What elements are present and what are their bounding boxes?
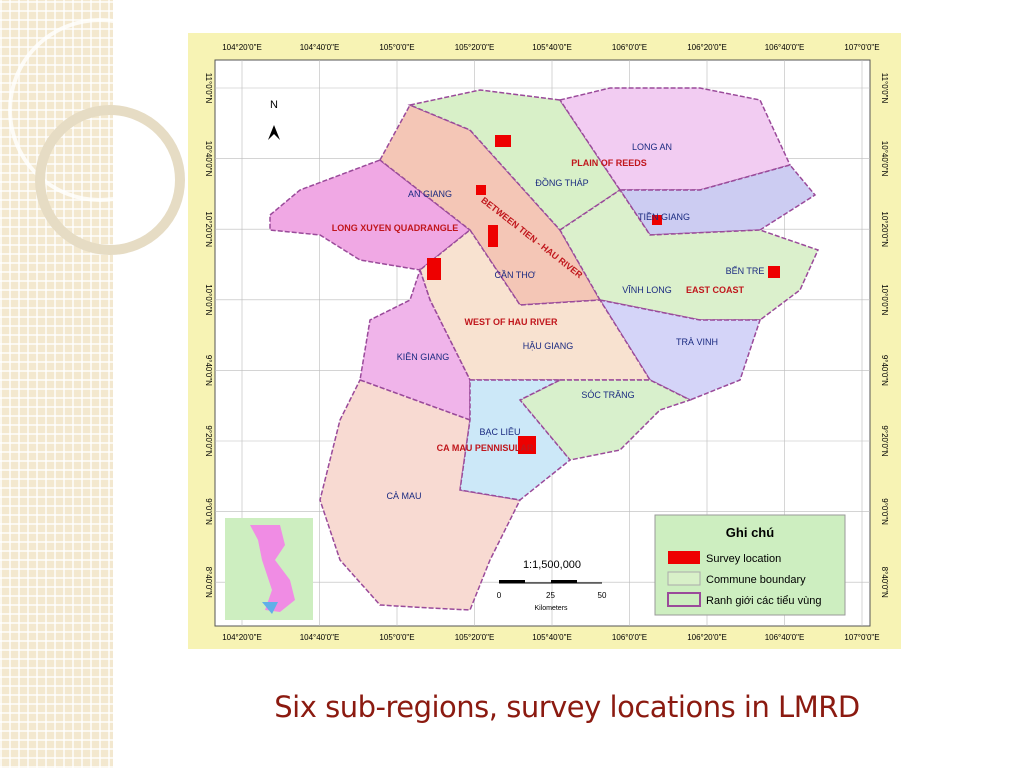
longitude-label: 105°20'0"E: [455, 43, 495, 52]
survey-locations: [427, 135, 780, 454]
sub-regions: [269, 87, 820, 611]
latitude-label: 8°40'0"N: [204, 567, 213, 598]
sub-region-label: EAST COAST: [686, 285, 745, 295]
latitude-label: 10°40'0"N: [204, 141, 213, 177]
longitude-label: 106°40'0"E: [765, 633, 805, 642]
province-label: VĨNH LONG: [622, 285, 672, 295]
sub-region-label: PLAIN OF REEDS: [571, 158, 647, 168]
longitude-label: 106°20'0"E: [687, 633, 727, 642]
province-label: ĐỒNG THÁP: [535, 177, 588, 188]
latitude-label: 9°40'0"N: [880, 355, 889, 386]
north-label: N: [270, 99, 278, 111]
longitude-label: 106°20'0"E: [687, 43, 727, 52]
scale-ratio: 1:1,500,000: [523, 559, 581, 571]
sub-region-label: LONG XUYEN QUADRANGLE: [332, 223, 459, 233]
longitude-label: 106°0'0"E: [612, 43, 647, 52]
province-label: BẾN TRE: [726, 266, 765, 276]
legend-item: Ranh giới các tiểu vùng: [706, 595, 821, 607]
latitude-label: 8°40'0"N: [880, 567, 889, 598]
latitude-label: 11°0'0"N: [880, 73, 889, 104]
latitude-label: 10°20'0"N: [204, 211, 213, 247]
caption: Six sub-regions, survey locations in LMR…: [274, 690, 860, 724]
province-label: KIÊN GIANG: [397, 352, 450, 362]
scale-unit: Kilometers: [534, 605, 568, 612]
scale-tick: 0: [497, 591, 502, 600]
province-label: TIỀN GIANG: [638, 212, 690, 222]
province-label: TRÀ VINH: [676, 337, 718, 347]
legend: Ghi chú: [654, 514, 846, 616]
longitude-label: 105°40'0"E: [532, 43, 572, 52]
scale-tick: 50: [598, 591, 607, 600]
latitude-label: 10°0'0"N: [204, 284, 213, 315]
latitude-label: 10°40'0"N: [880, 141, 889, 177]
longitude-label: 106°0'0"E: [612, 633, 647, 642]
latitude-label: 10°0'0"N: [880, 284, 889, 315]
province-label: SÓC TRĂNG: [581, 390, 634, 400]
province-label: LONG AN: [632, 142, 672, 152]
longitude-label: 107°0'0"E: [844, 633, 879, 642]
province-label: HẬU GIANG: [523, 341, 574, 351]
province-label: CÀ MAU: [386, 491, 421, 501]
scale-tick: 25: [546, 591, 555, 600]
longitude-label: 104°40'0"E: [300, 43, 340, 52]
longitude-label: 107°0'0"E: [844, 43, 879, 52]
latitude-label: 9°40'0"N: [204, 355, 213, 386]
latitude-label: 11°0'0"N: [204, 73, 213, 104]
province-label: AN GIANG: [408, 189, 452, 199]
sub-region-label: WEST OF HAU RIVER: [464, 317, 558, 327]
legend-title: Ghi chú: [726, 525, 774, 540]
longitude-label: 104°20'0"E: [222, 633, 262, 642]
longitude-label: 105°20'0"E: [455, 633, 495, 642]
latitude-label: 9°20'0"N: [204, 425, 213, 456]
legend-item: Survey location: [706, 553, 781, 565]
longitude-label: 105°40'0"E: [532, 633, 572, 642]
longitude-label: 105°0'0"E: [379, 633, 414, 642]
province-label: CẦN THƠ: [494, 270, 535, 280]
latitude-label: 9°0'0"N: [204, 498, 213, 525]
longitude-label: 106°40'0"E: [765, 43, 805, 52]
province-label: BẠC LIÊU: [479, 427, 520, 437]
latitude-label: 10°20'0"N: [880, 211, 889, 247]
legend-item: Commune boundary: [706, 574, 806, 586]
sub-region-label: CA MAU PENNISULAR: [437, 443, 534, 453]
longitude-label: 104°40'0"E: [300, 633, 340, 642]
latitude-label: 9°0'0"N: [880, 498, 889, 525]
north-arrow: [268, 125, 280, 140]
longitude-label: 105°0'0"E: [379, 43, 414, 52]
latitude-label: 9°20'0"N: [880, 425, 889, 456]
scale-bar: 1:1,500,000: [499, 559, 602, 584]
longitude-label: 104°20'0"E: [222, 43, 262, 52]
